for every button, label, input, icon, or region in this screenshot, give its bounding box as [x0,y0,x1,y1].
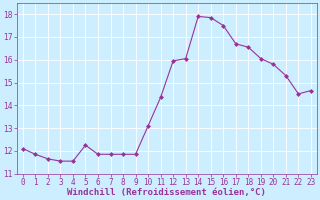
X-axis label: Windchill (Refroidissement éolien,°C): Windchill (Refroidissement éolien,°C) [68,188,266,197]
